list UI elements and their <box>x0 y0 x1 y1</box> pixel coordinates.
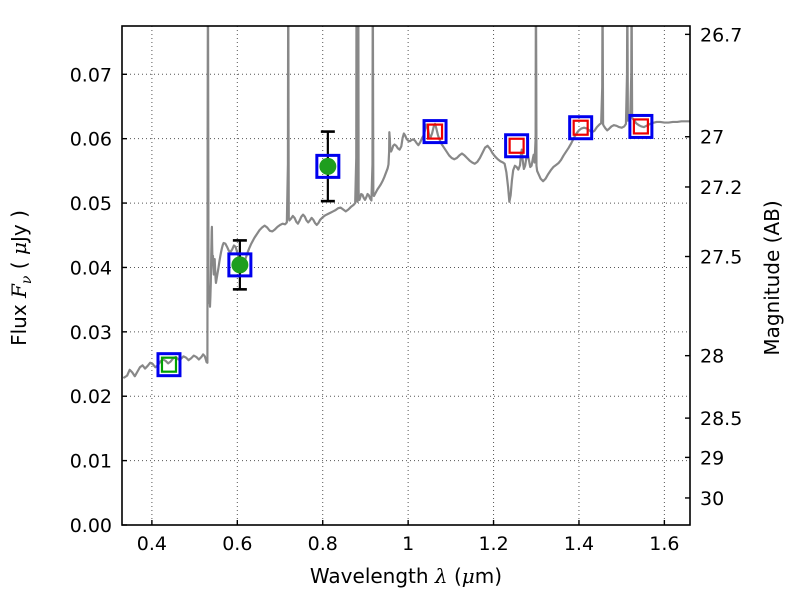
marker-inner-square <box>572 119 589 136</box>
marker-inner-circle <box>231 256 249 274</box>
spectrum-curve-group <box>123 26 690 379</box>
y-tick-label-7: 0.07 <box>70 64 112 86</box>
y-tick-label-6: 0.06 <box>70 129 112 151</box>
right-tick-label-2: 27.2 <box>700 177 742 199</box>
right-tick-label-3: 27.5 <box>700 247 742 269</box>
y-tick-label-5: 0.05 <box>70 193 112 215</box>
x-tick-label-5: 1.4 <box>564 533 594 555</box>
marker-outer-square <box>628 113 654 139</box>
marker-inner-square <box>508 137 525 154</box>
right-tick-labels: 26.7 27 27.2 27.5 28 28.5 29 30 <box>700 24 742 510</box>
data-point-group <box>156 113 654 378</box>
x-tick-label-3: 1 <box>402 533 414 555</box>
y-tick-label-3: 0.03 <box>70 322 112 344</box>
marker-outer-square <box>315 153 341 179</box>
marker-outer-square <box>568 115 594 141</box>
right-tick-marks <box>685 33 690 499</box>
plot-frame <box>121 25 691 526</box>
right-tick-label-1: 27 <box>700 127 724 149</box>
x-tick-label-6: 1.6 <box>649 533 679 555</box>
y-tick-label-1: 0.01 <box>70 451 112 473</box>
marker-inner-square <box>160 356 178 373</box>
x-tick-labels: 0.4 0.6 0.8 1 1.2 1.4 1.6 <box>137 533 680 555</box>
point-j-band[interactable] <box>504 133 530 159</box>
marker-outer-square <box>156 352 182 378</box>
point-h2-band[interactable] <box>628 113 654 139</box>
y-tick-label-2: 0.02 <box>70 386 112 408</box>
x-axis-label: Wavelength λ (μm) <box>310 564 502 588</box>
right-tick-label-0: 26.7 <box>700 24 742 46</box>
model-spectrum-line <box>123 26 690 379</box>
x-tick-label-4: 1.2 <box>478 533 508 555</box>
y-tick-label-4: 0.04 <box>70 257 112 279</box>
marker-inner-square <box>632 118 649 135</box>
right-tick-label-6: 29 <box>700 447 724 469</box>
marker-outer-square <box>504 133 530 159</box>
x-tick-marks <box>151 520 666 525</box>
y-tick-marks <box>122 73 127 526</box>
marker-outer-square <box>422 119 448 145</box>
point-b-band[interactable] <box>156 352 182 378</box>
y-tick-label-0: 0.00 <box>70 515 112 537</box>
marker-inner-square <box>426 123 444 140</box>
x-tick-label-1: 0.6 <box>222 533 252 555</box>
right-axis-label: Magnitude (AB) <box>760 200 784 355</box>
marker-inner-circle <box>319 157 337 175</box>
y-axis-label: Flux Fν ( μJy ) <box>7 210 35 346</box>
x-tick-label-2: 0.8 <box>308 533 338 555</box>
x-tick-label-0: 0.4 <box>137 533 167 555</box>
right-tick-label-5: 28.5 <box>700 408 742 430</box>
right-tick-label-4: 28 <box>700 346 724 368</box>
point-y-band[interactable] <box>422 119 448 145</box>
marker-outer-square <box>227 252 253 278</box>
point-v-band[interactable] <box>227 252 253 278</box>
y-tick-labels: 0.00 0.01 0.02 0.03 0.04 0.05 0.06 0.07 <box>70 64 112 537</box>
point-i-band[interactable] <box>315 153 341 179</box>
point-h-band[interactable] <box>568 115 594 141</box>
right-tick-label-7: 30 <box>700 488 724 510</box>
